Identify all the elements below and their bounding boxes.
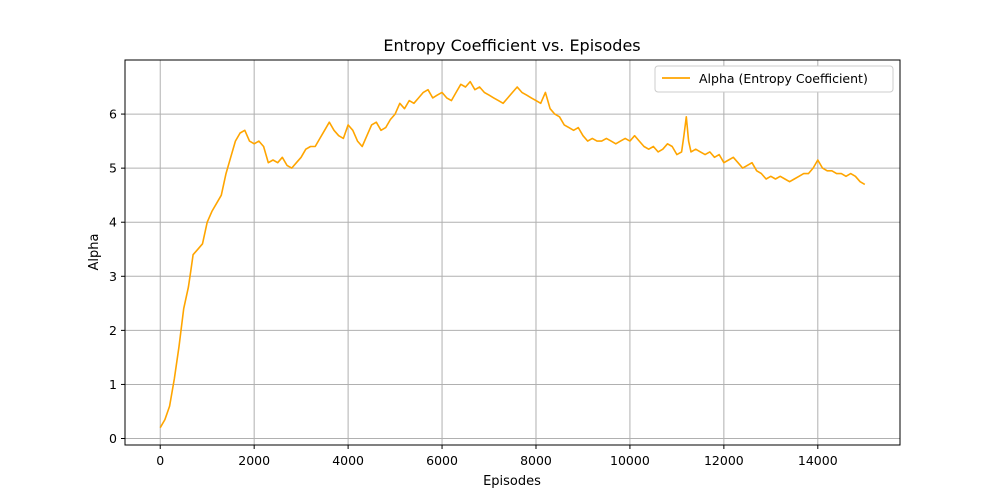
x-tick-label: 14000 [798, 453, 838, 468]
grid [125, 60, 900, 445]
legend: Alpha (Entropy Coefficient) [654, 65, 894, 93]
x-tick-label: 6000 [426, 453, 458, 468]
y-tick-label: 4 [109, 215, 117, 230]
legend-box [654, 65, 894, 93]
x-tick-label: 0 [156, 453, 164, 468]
y-tick-label: 2 [109, 323, 117, 338]
y-axis: 0 1 2 3 4 5 6 [109, 107, 125, 446]
y-tick-label: 6 [109, 107, 117, 122]
x-axis: 0 2000 4000 6000 8000 10000 12000 14000 [156, 445, 838, 468]
x-tick-label: 8000 [520, 453, 552, 468]
legend-label: Alpha (Entropy Coefficient) [699, 71, 868, 86]
y-tick-label: 0 [109, 431, 117, 446]
x-axis-label: Episodes [483, 474, 541, 489]
series-line [159, 80, 866, 429]
x-tick-label: 10000 [610, 453, 650, 468]
series-layer [159, 80, 866, 429]
x-tick-label: 4000 [332, 453, 364, 468]
y-tick-label: 1 [109, 377, 117, 392]
y-tick-label: 3 [109, 269, 117, 284]
plot-frame [124, 59, 901, 446]
y-tick-label: 5 [109, 161, 117, 176]
chart-title: Entropy Coefficient vs. Episodes [383, 36, 640, 55]
y-axis-label: Alpha [87, 234, 102, 271]
x-tick-label: 12000 [704, 453, 744, 468]
x-tick-label: 2000 [238, 453, 270, 468]
